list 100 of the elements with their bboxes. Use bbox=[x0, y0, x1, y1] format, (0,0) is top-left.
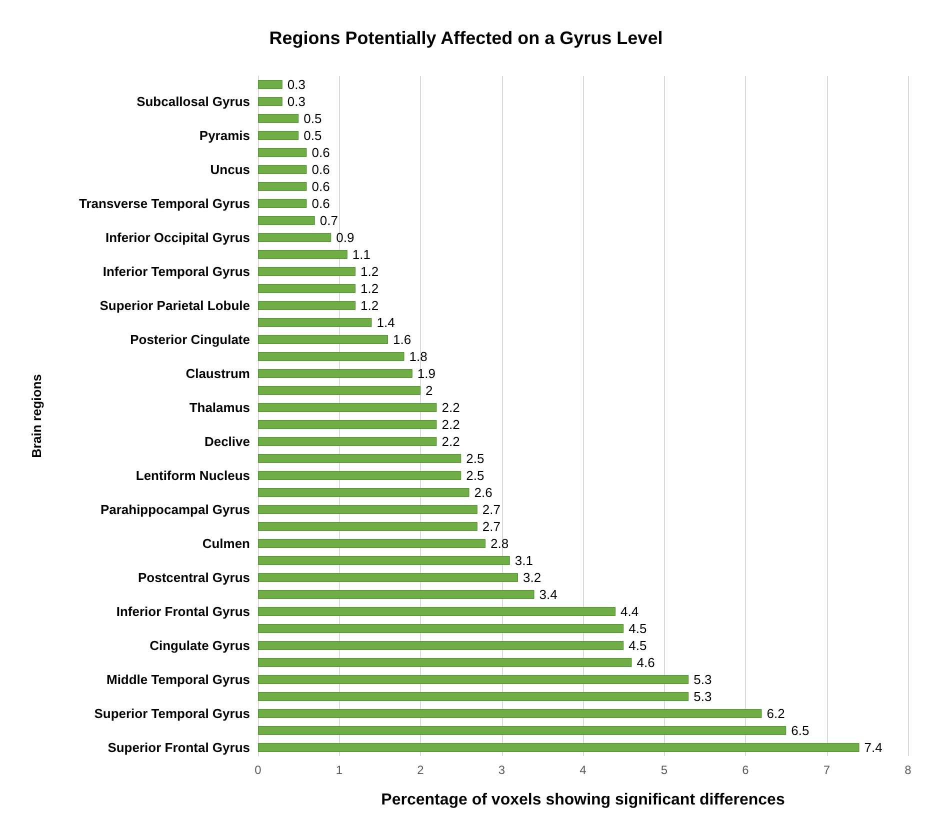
bar bbox=[258, 607, 616, 616]
data-label: 1.9 bbox=[417, 366, 436, 381]
x-tick-label: 0 bbox=[254, 763, 262, 777]
data-label: 2.5 bbox=[466, 468, 484, 483]
data-label: 4.4 bbox=[620, 604, 639, 619]
bar bbox=[258, 505, 478, 514]
bar bbox=[258, 692, 689, 701]
data-label: 2 bbox=[426, 383, 433, 398]
y-tick-label: Superior Frontal Gyrus bbox=[108, 740, 250, 755]
y-tick-label: Cingulate Gyrus bbox=[150, 638, 250, 653]
data-label: 5.3 bbox=[694, 672, 712, 687]
bar bbox=[258, 573, 518, 582]
bar bbox=[258, 726, 786, 735]
bar bbox=[258, 199, 307, 208]
data-label: 4.6 bbox=[636, 655, 655, 670]
data-label: 1.2 bbox=[360, 281, 379, 296]
bar bbox=[258, 114, 299, 123]
data-label: 6.2 bbox=[766, 706, 785, 721]
data-label: 0.6 bbox=[312, 145, 330, 160]
x-tick-label: 1 bbox=[336, 763, 343, 777]
data-label: 0.5 bbox=[304, 111, 322, 126]
x-axis-title: Percentage of voxels showing significant differences bbox=[381, 792, 785, 808]
y-tick-label: Transverse Temporal Gyrus bbox=[78, 196, 250, 211]
bar bbox=[258, 165, 307, 174]
bar bbox=[258, 471, 462, 480]
data-label: 3.1 bbox=[514, 553, 533, 568]
x-tick-label: 4 bbox=[580, 763, 587, 777]
y-tick-label: Parahippocampal Gyrus bbox=[100, 502, 250, 517]
y-tick-label: Lentiform Nucleus bbox=[136, 468, 250, 483]
y-tick-label: Uncus bbox=[210, 162, 250, 177]
x-tick-label: 7 bbox=[823, 763, 830, 777]
bar bbox=[258, 267, 356, 276]
y-tick-label: Inferior Occipital Gyrus bbox=[106, 230, 250, 245]
data-label: 3.2 bbox=[523, 570, 542, 585]
data-label: 1.8 bbox=[409, 349, 428, 364]
chart-title: Regions Potentially Affected on a Gyrus Level bbox=[269, 28, 663, 48]
bar bbox=[258, 454, 462, 463]
y-tick-label: Inferior Frontal Gyrus bbox=[116, 604, 250, 619]
y-tick-label: Claustrum bbox=[186, 366, 250, 381]
bar bbox=[258, 250, 348, 259]
y-tick-label: Inferior Temporal Gyrus bbox=[102, 264, 250, 279]
y-tick-label: Postcentral Gyrus bbox=[138, 570, 250, 585]
data-label: 2.2 bbox=[442, 400, 460, 415]
data-label: 2.8 bbox=[490, 536, 509, 551]
data-label: 2.7 bbox=[482, 519, 500, 534]
bar bbox=[258, 233, 332, 242]
bar bbox=[258, 675, 689, 684]
data-label: 5.3 bbox=[694, 689, 712, 704]
data-label: 3.4 bbox=[539, 587, 558, 602]
data-label: 0.3 bbox=[287, 94, 306, 109]
bar bbox=[258, 131, 299, 140]
data-label: 7.4 bbox=[864, 740, 882, 755]
data-label: 0.5 bbox=[304, 128, 322, 143]
data-label: 1.1 bbox=[352, 247, 370, 262]
bar bbox=[258, 335, 388, 344]
bar bbox=[258, 403, 437, 412]
data-label: 4.5 bbox=[628, 621, 647, 636]
bar bbox=[258, 420, 437, 429]
data-label: 1.2 bbox=[360, 298, 379, 313]
bar bbox=[258, 522, 478, 531]
bar bbox=[258, 182, 307, 191]
bar bbox=[258, 369, 412, 378]
bar bbox=[258, 386, 420, 395]
y-tick-label: Declive bbox=[204, 434, 250, 449]
y-axis-title: Brain regions bbox=[29, 374, 44, 458]
data-label: 0.6 bbox=[312, 162, 330, 177]
data-label: 2.5 bbox=[466, 451, 484, 466]
data-label: 6.5 bbox=[791, 723, 810, 738]
bar bbox=[258, 97, 282, 106]
bar bbox=[258, 709, 762, 718]
bar bbox=[258, 216, 315, 225]
bar bbox=[258, 148, 307, 157]
bar bbox=[258, 743, 860, 752]
bar bbox=[258, 556, 510, 565]
x-tick-label: 2 bbox=[417, 763, 424, 777]
y-tick-label: Pyramis bbox=[199, 128, 250, 143]
bar bbox=[258, 352, 404, 361]
y-tick-label: Thalamus bbox=[189, 400, 250, 415]
bar bbox=[258, 624, 624, 633]
x-tick-label: 8 bbox=[904, 763, 912, 777]
data-label: 0.9 bbox=[336, 230, 354, 245]
bar bbox=[258, 284, 356, 293]
y-tick-label: Subcallosal Gyrus bbox=[136, 94, 250, 109]
bar bbox=[258, 80, 282, 89]
y-tick-label: Superior Parietal Lobule bbox=[100, 298, 250, 313]
data-label: 1.2 bbox=[360, 264, 379, 279]
data-label: 2.2 bbox=[442, 417, 460, 432]
bar bbox=[258, 539, 486, 548]
data-label: 2.6 bbox=[474, 485, 492, 500]
x-tick-label: 3 bbox=[498, 763, 506, 777]
bar bbox=[258, 658, 632, 667]
data-label: 0.6 bbox=[312, 196, 330, 211]
x-tick-label: 5 bbox=[660, 763, 668, 777]
y-tick-label: Superior Temporal Gyrus bbox=[94, 706, 250, 721]
bar bbox=[258, 437, 437, 446]
data-label: 1.4 bbox=[376, 315, 395, 330]
y-tick-label: Posterior Cingulate bbox=[130, 332, 250, 347]
y-tick-label: Middle Temporal Gyrus bbox=[106, 672, 250, 687]
bar bbox=[258, 301, 356, 310]
data-label: 0.6 bbox=[312, 179, 330, 194]
